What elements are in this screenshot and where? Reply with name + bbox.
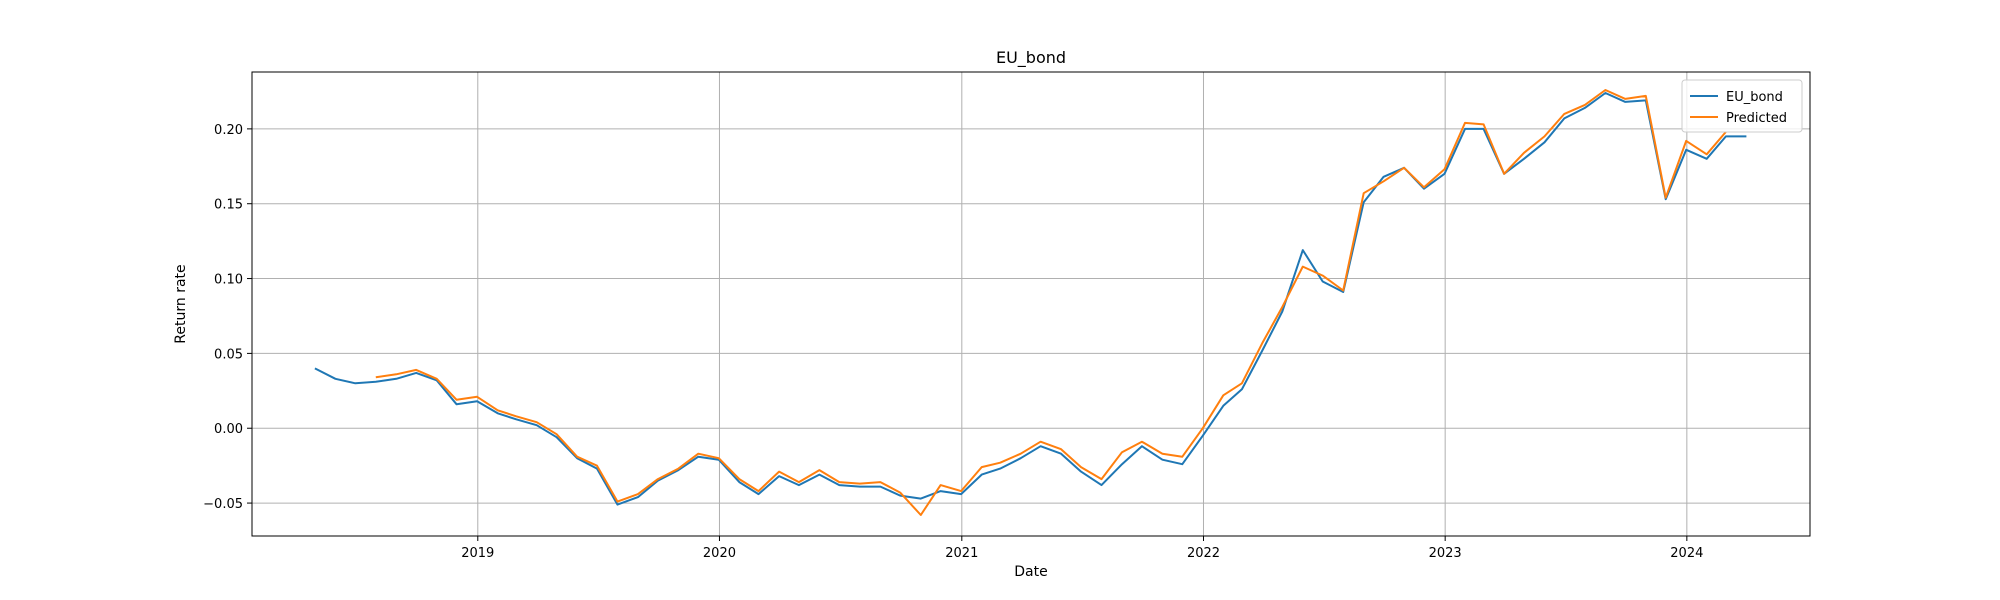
x-tick-label: 2019	[461, 546, 494, 561]
y-tick-label: −0.05	[203, 497, 243, 512]
x-tick-label: 2020	[703, 546, 736, 561]
legend-label: EU_bond	[1726, 90, 1783, 105]
x-tick-label: 2021	[945, 546, 978, 561]
grid-lines	[252, 72, 1810, 536]
y-tick-label: 0.10	[214, 273, 243, 288]
axis-ticks: 2019 2020 2021 2022 2023 2024 −0.05 0.00 0.05 0.1…	[203, 123, 1703, 561]
y-axis-label: Return rate	[173, 264, 189, 343]
x-axis-label: Date	[1014, 564, 1047, 580]
series-line-predicted	[375, 89, 1727, 516]
x-tick-label: 2023	[1429, 546, 1462, 561]
y-tick-label: 0.15	[214, 198, 243, 213]
y-tick-label: 0.20	[214, 123, 243, 138]
x-tick-label: 2024	[1670, 546, 1703, 561]
y-tick-label: 0.00	[214, 422, 243, 437]
chart-title: EU_bond	[996, 48, 1066, 68]
legend: EU_bond Predicted	[1681, 79, 1803, 133]
x-tick-label: 2022	[1187, 546, 1220, 561]
series-lines	[314, 89, 1747, 516]
plot-area-frame	[251, 71, 1811, 537]
legend-label: Predicted	[1726, 111, 1787, 126]
y-tick-label: 0.05	[214, 347, 243, 362]
legend-box	[1681, 79, 1803, 133]
